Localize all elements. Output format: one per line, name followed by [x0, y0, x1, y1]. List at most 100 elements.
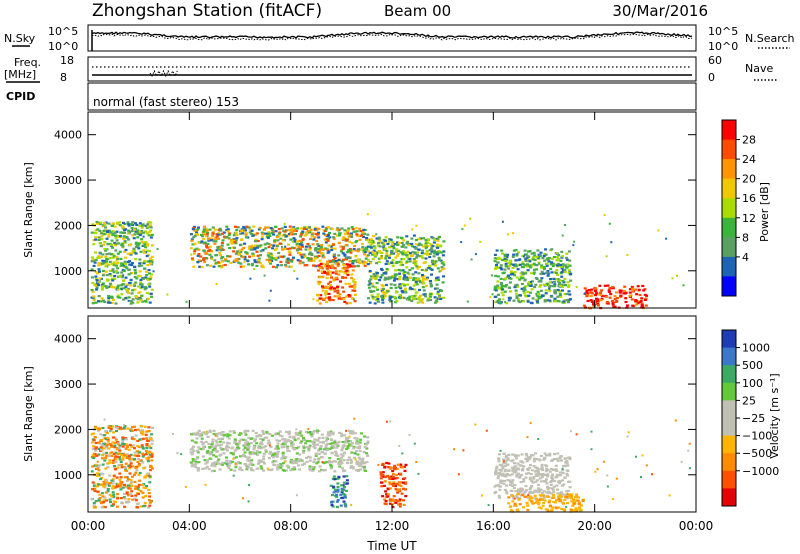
echo-cell — [358, 248, 362, 251]
echo-cell — [247, 442, 251, 446]
echo-cell — [97, 238, 101, 242]
echo-cell — [111, 230, 115, 233]
echo-cell — [191, 464, 195, 467]
echo-cell — [149, 257, 152, 260]
echo-cell — [116, 261, 120, 265]
echo-cell — [281, 454, 285, 457]
echo-cell — [344, 439, 348, 443]
echo-cell — [549, 504, 552, 507]
echo-cell — [565, 266, 569, 269]
echo-cell — [126, 445, 129, 448]
echo-cell — [348, 443, 352, 446]
echo-cell — [501, 473, 505, 477]
echo-cell — [366, 245, 370, 248]
echo-cell — [210, 239, 213, 242]
echo-cell — [603, 214, 606, 217]
echo-cell — [333, 439, 337, 442]
echo-cell — [543, 300, 547, 303]
echo-cell — [142, 251, 146, 254]
echo-cell — [126, 287, 130, 290]
echo-cell — [421, 249, 424, 252]
echo-cell — [566, 489, 570, 492]
echo-cell — [270, 259, 274, 262]
echo-cell — [148, 481, 152, 484]
echo-cell — [293, 447, 297, 450]
echo-cell — [391, 473, 395, 476]
echo-cell — [319, 246, 323, 249]
echo-cell — [562, 465, 565, 468]
echo-cell — [374, 296, 378, 299]
echo-cell — [344, 505, 348, 508]
echo-cell — [92, 452, 95, 455]
echo-cell — [533, 285, 537, 289]
echo-cell — [531, 454, 535, 457]
echo-cell — [343, 495, 347, 498]
echo-cell — [287, 233, 290, 235]
echo-cell — [143, 476, 147, 479]
echo-cell — [111, 246, 114, 249]
echo-cell — [123, 505, 127, 508]
echo-cell — [292, 237, 296, 240]
echo-cell — [538, 494, 542, 497]
echo-cell — [514, 265, 518, 268]
echo-cell — [315, 228, 319, 232]
echo-cell — [511, 479, 515, 482]
echo-cell — [630, 285, 634, 289]
echo-cell — [274, 230, 278, 233]
echo-cell — [343, 434, 346, 437]
echo-cell — [340, 270, 344, 273]
echo-cell — [110, 451, 114, 454]
echo-cell — [540, 266, 543, 269]
echo-cell — [381, 471, 385, 474]
echo-cell — [282, 445, 286, 448]
echo-cell — [532, 271, 536, 274]
echo-cell — [436, 238, 440, 241]
echo-cell — [148, 504, 152, 507]
echo-cell — [242, 438, 246, 441]
echo-cell — [146, 223, 150, 226]
echo-cell — [111, 253, 115, 256]
echo-cell — [526, 300, 530, 303]
echo-cell — [631, 289, 635, 292]
echo-cell — [133, 497, 137, 500]
echo-cell — [120, 293, 124, 296]
echo-cell — [496, 477, 500, 480]
echo-cell — [136, 485, 140, 489]
echo-cell — [388, 498, 392, 501]
echo-cell — [507, 261, 511, 264]
nsearch-trace — [91, 33, 693, 41]
echo-cell — [245, 251, 249, 254]
echo-cell — [503, 473, 507, 476]
echo-cell — [106, 278, 109, 281]
echo-cell — [106, 490, 110, 493]
echo-cell — [204, 432, 208, 436]
echo-cell — [230, 240, 234, 243]
echo-cell — [533, 254, 537, 257]
nsearch-tick-low: 10^0 — [708, 40, 738, 53]
echo-cell — [126, 484, 130, 487]
echo-cell — [395, 243, 399, 246]
echo-cell — [286, 243, 290, 246]
echo-cell — [212, 454, 216, 457]
echo-cell — [211, 438, 215, 441]
echo-cell — [342, 290, 346, 293]
echo-cell — [264, 449, 268, 452]
echo-cell — [539, 507, 543, 510]
echo-cell — [537, 501, 541, 504]
echo-cell — [536, 295, 540, 298]
echo-cell — [131, 289, 135, 292]
echo-cell — [563, 493, 567, 496]
echo-cell — [396, 500, 400, 503]
echo-cell — [238, 462, 242, 465]
echo-cell — [300, 232, 304, 235]
echo-cell — [229, 261, 233, 265]
echo-cell — [225, 444, 229, 448]
echo-cell — [349, 430, 352, 433]
echo-cell — [245, 229, 247, 232]
echo-cell — [117, 443, 120, 446]
echo-cell — [329, 288, 333, 291]
echo-cell — [331, 431, 335, 434]
echo-cell — [644, 297, 648, 300]
echo-cell — [114, 242, 118, 245]
echo-cell — [214, 446, 217, 449]
